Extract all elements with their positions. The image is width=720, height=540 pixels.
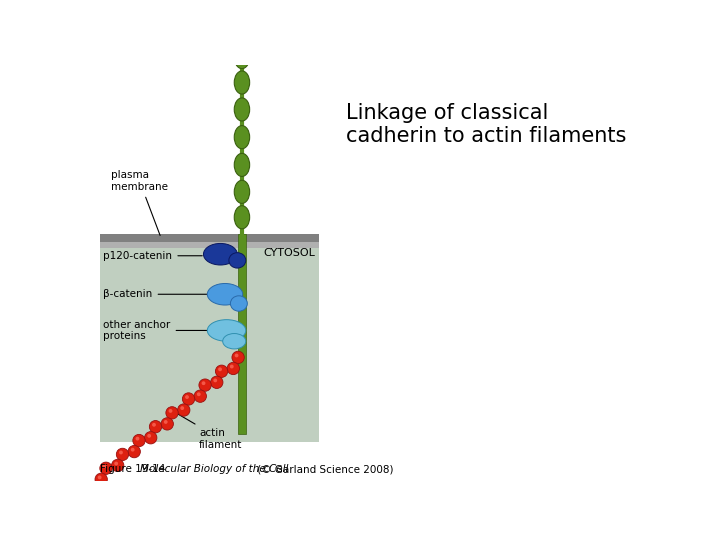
Circle shape bbox=[168, 409, 172, 413]
Circle shape bbox=[102, 464, 107, 468]
Circle shape bbox=[149, 421, 162, 433]
Circle shape bbox=[227, 362, 240, 375]
Ellipse shape bbox=[222, 334, 246, 349]
Circle shape bbox=[114, 462, 118, 465]
Ellipse shape bbox=[234, 153, 250, 177]
Ellipse shape bbox=[207, 320, 246, 341]
Ellipse shape bbox=[207, 284, 243, 305]
Ellipse shape bbox=[230, 296, 248, 311]
Circle shape bbox=[145, 431, 157, 444]
Circle shape bbox=[135, 437, 140, 441]
Text: β-catenin: β-catenin bbox=[104, 289, 207, 299]
Circle shape bbox=[163, 420, 168, 424]
Circle shape bbox=[235, 354, 238, 357]
Circle shape bbox=[148, 434, 151, 438]
Ellipse shape bbox=[229, 253, 246, 268]
Circle shape bbox=[202, 381, 205, 385]
Text: p120-catenin: p120-catenin bbox=[104, 251, 202, 261]
Circle shape bbox=[215, 365, 228, 377]
Circle shape bbox=[112, 460, 124, 471]
Bar bbox=[99, 234, 319, 242]
Circle shape bbox=[197, 393, 201, 396]
Circle shape bbox=[230, 364, 234, 368]
Ellipse shape bbox=[234, 71, 250, 94]
Ellipse shape bbox=[234, 45, 250, 69]
Circle shape bbox=[178, 404, 190, 416]
Text: other anchor
proteins: other anchor proteins bbox=[104, 320, 207, 341]
Ellipse shape bbox=[204, 244, 238, 265]
Circle shape bbox=[133, 434, 145, 447]
Text: CYTOSOL: CYTOSOL bbox=[264, 248, 315, 258]
Circle shape bbox=[211, 376, 223, 388]
Ellipse shape bbox=[234, 98, 250, 121]
Circle shape bbox=[194, 390, 207, 402]
Circle shape bbox=[213, 379, 217, 382]
Circle shape bbox=[100, 462, 112, 475]
Circle shape bbox=[161, 418, 174, 430]
Circle shape bbox=[218, 367, 222, 372]
Text: Figure 19-14: Figure 19-14 bbox=[99, 464, 171, 475]
Circle shape bbox=[98, 476, 102, 480]
Text: actin
filament: actin filament bbox=[179, 414, 243, 450]
Circle shape bbox=[131, 448, 135, 451]
Circle shape bbox=[199, 379, 211, 392]
Bar bbox=[238, 234, 246, 434]
Circle shape bbox=[117, 448, 129, 461]
Ellipse shape bbox=[234, 126, 250, 148]
Circle shape bbox=[182, 393, 194, 405]
Text: Molecular Biology of the Cell: Molecular Biology of the Cell bbox=[140, 464, 288, 475]
Circle shape bbox=[166, 407, 178, 419]
Circle shape bbox=[95, 473, 107, 485]
Bar bbox=[99, 242, 319, 248]
Circle shape bbox=[119, 450, 123, 454]
Circle shape bbox=[128, 446, 140, 458]
Circle shape bbox=[185, 395, 189, 399]
Bar bbox=[99, 242, 319, 442]
Circle shape bbox=[152, 423, 156, 427]
Ellipse shape bbox=[234, 206, 250, 229]
Text: (© Garland Science 2008): (© Garland Science 2008) bbox=[253, 464, 393, 475]
Ellipse shape bbox=[234, 180, 250, 204]
Circle shape bbox=[232, 351, 244, 363]
Text: plasma
membrane: plasma membrane bbox=[111, 170, 168, 235]
Circle shape bbox=[180, 406, 184, 410]
Text: Linkage of classical
cadherin to actin filaments: Linkage of classical cadherin to actin f… bbox=[346, 103, 626, 146]
